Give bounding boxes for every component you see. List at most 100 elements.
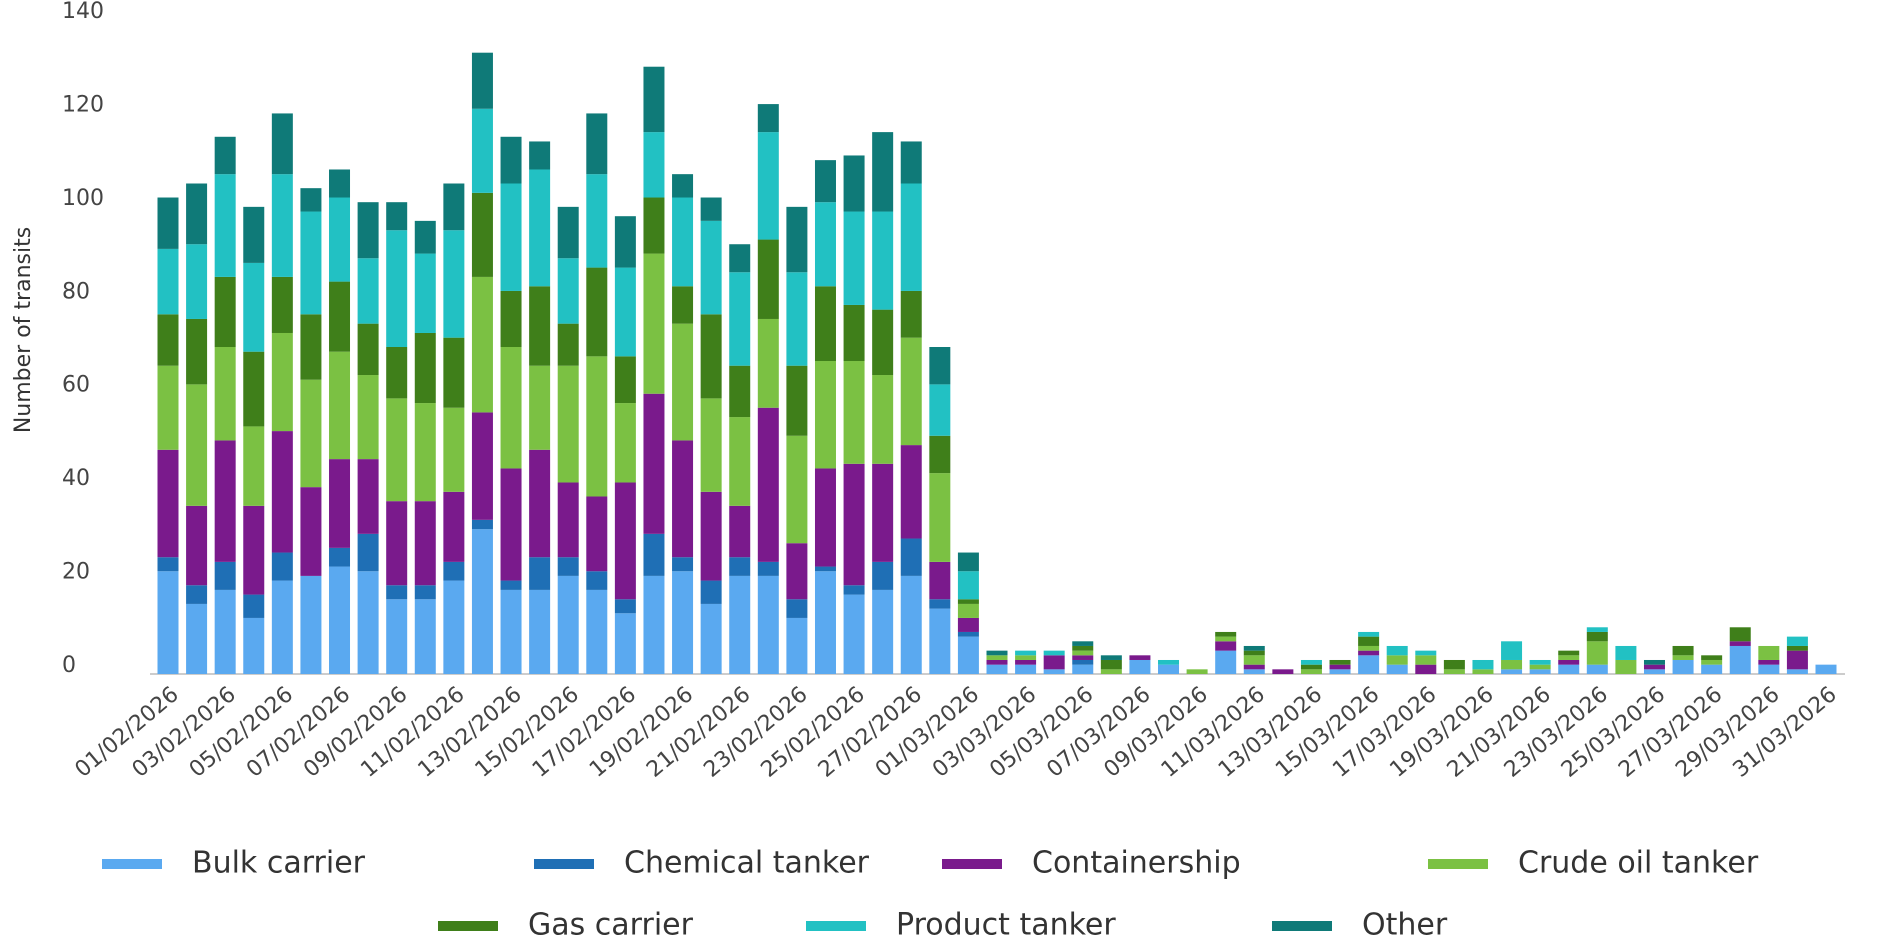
bar-segment [1586,641,1608,665]
bar-segment [471,412,493,520]
bar-segment [614,482,636,600]
bar-segment [1786,645,1808,651]
bar-segment [1100,659,1122,670]
bar-segment [1329,669,1351,674]
bar-segment [243,617,265,674]
bar-segment [386,347,408,399]
bar-segment [1358,655,1380,674]
bar-segment [729,244,751,273]
bar-segment [300,575,322,674]
bar-segment [700,580,722,604]
bar-segment [186,585,208,604]
bar-segment [643,533,665,576]
bar-segment [471,108,493,193]
bar-segment [900,183,922,291]
bar-segment [1443,669,1465,674]
y-axis-title: Number of transits [11,227,36,433]
bar-segment [414,403,436,502]
bar-segment [529,365,551,450]
bar-segment [929,347,951,385]
bar-segment [1358,636,1380,646]
bar-segment [157,314,179,366]
bar-segment [1443,659,1465,670]
bar-segment [672,174,694,198]
bar-segment [1015,659,1037,665]
bar-segment [386,501,408,586]
bar-segment [872,589,894,674]
bar-segment [900,538,922,576]
bar-segment [271,174,293,277]
bar-segment [729,365,751,418]
bar-segment [157,449,179,558]
bar-segment [643,66,665,133]
bar-segment [872,132,894,212]
bar-segment [1672,659,1694,674]
bar-segment [471,52,493,109]
bar-segment [1615,645,1637,660]
bar-segment [1615,659,1637,674]
bar-segment [1815,664,1837,674]
bar-segment [729,505,751,558]
bar-segment [500,347,522,469]
bar-segment [814,160,836,203]
bar-segment [529,141,551,170]
bar-segment [786,599,808,618]
bar-segment [1786,636,1808,646]
y-tick-label: 20 [62,560,90,585]
bar-segment [557,323,579,366]
bar-segment [729,272,751,366]
bar-segment [1558,655,1580,660]
bar-segment [243,505,265,595]
bar-segment [1758,645,1780,660]
bar-segment [1729,645,1751,674]
bar-segment [1643,659,1665,665]
bar-segment [1072,655,1094,660]
bar-segment [300,188,322,212]
bar-segment [329,566,351,674]
bar-segment [386,585,408,600]
bar-segment [500,468,522,581]
legend-label: Gas carrier [528,908,694,943]
bar-segment [872,375,894,464]
bar-segment [329,169,351,198]
bar-segment [614,216,636,268]
bar-segment [1586,664,1608,674]
bar-segment [900,445,922,539]
bar-segment [643,253,665,394]
bar-segment [700,398,722,492]
bar-segment [1243,655,1265,665]
bar-segment [614,599,636,614]
bar-segment [1015,664,1037,674]
bar-segment [614,356,636,404]
bar-segment [300,211,322,315]
bar-segment [1129,655,1151,660]
bar-segment [529,589,551,674]
bar-segment [1015,650,1037,656]
bar-segment [843,155,865,212]
bar-segment [1100,655,1122,660]
y-tick-label: 140 [62,0,104,24]
bar-segment [786,272,808,366]
bar-segment [1215,631,1237,637]
bar-segment [986,655,1008,660]
bar-segment [957,552,979,572]
bar-segment [1158,659,1180,665]
bar-segment [1729,641,1751,646]
bar-segment [1415,650,1437,656]
bar-segment [1501,641,1523,660]
bar-segment [1758,659,1780,665]
bar-segment [529,286,551,366]
bar-segment [586,113,608,175]
bar-segment [500,290,522,347]
bar-segment [957,631,979,637]
legend-swatch [806,921,866,931]
bar-segment [672,440,694,558]
legend-swatch [1428,859,1488,869]
bar-segment [1643,669,1665,674]
bar-segment [786,543,808,600]
bar-segment [900,575,922,674]
bar-segment [214,561,236,590]
bar-segment [329,547,351,567]
bar-segment [1786,650,1808,670]
